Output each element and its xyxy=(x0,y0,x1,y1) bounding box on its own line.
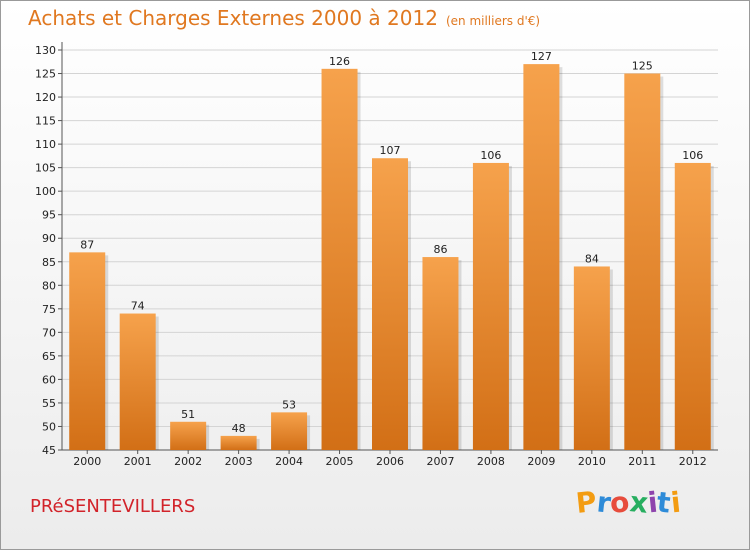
x-tick-label: 2009 xyxy=(527,455,555,468)
bar-2007 xyxy=(422,257,459,450)
bar-value-label: 125 xyxy=(632,60,653,73)
bar-value-label: 51 xyxy=(181,408,195,421)
x-tick-label: 2008 xyxy=(477,455,505,468)
y-tick-label: 105 xyxy=(35,162,56,175)
bar-2003 xyxy=(220,435,257,450)
chart-subtitle: (en milliers d'€) xyxy=(445,14,541,28)
y-tick-label: 120 xyxy=(35,91,56,104)
location-name: PRéSENTEVILLERS xyxy=(30,496,196,517)
x-tick-label: 2002 xyxy=(174,455,202,468)
x-tick-label: 2011 xyxy=(628,455,656,468)
labels: 45 50 55 60 65 70 75 80 85 90 95 100 105 110 115 120 125… xyxy=(35,44,707,468)
x-tick-label: 2000 xyxy=(73,455,101,468)
bar-value-label: 48 xyxy=(232,422,246,435)
y-tick-label: 45 xyxy=(42,444,56,457)
proxiti-logo: Proxiti xyxy=(574,485,682,520)
bar-value-label: 127 xyxy=(531,50,552,63)
y-tick-label: 130 xyxy=(35,44,56,57)
bar-value-label: 107 xyxy=(380,144,401,157)
bar-value-label: 126 xyxy=(329,55,350,68)
bar-2004 xyxy=(271,412,308,450)
bar-2008 xyxy=(472,162,509,451)
x-tick-label: 2004 xyxy=(275,455,303,468)
logo-letter: i xyxy=(668,485,682,520)
chart-title: Achats et Charges Externes 2000 à 2012 (e… xyxy=(28,6,540,30)
y-tick-label: 55 xyxy=(42,397,56,410)
chart-title-text: Achats et Charges Externes 2000 à 2012 xyxy=(28,6,438,30)
bar-value-label: 74 xyxy=(131,300,145,313)
bar-2002 xyxy=(170,421,207,450)
bar-2010 xyxy=(573,266,610,450)
x-tick-label: 2007 xyxy=(426,455,454,468)
y-tick-label: 85 xyxy=(42,256,56,269)
y-tick-label: 125 xyxy=(35,68,56,81)
x-tick-label: 2012 xyxy=(679,455,707,468)
bar-2005 xyxy=(321,68,358,450)
bar-2000 xyxy=(69,252,106,450)
bar-2006 xyxy=(372,158,408,450)
y-tick-label: 110 xyxy=(35,138,56,151)
x-tick-label: 2010 xyxy=(578,455,606,468)
bar-value-label: 87 xyxy=(80,238,94,251)
y-tick-label: 70 xyxy=(42,326,56,339)
y-tick-label: 65 xyxy=(42,350,56,363)
y-tick-label: 60 xyxy=(42,373,56,386)
bar-value-label: 86 xyxy=(433,243,447,256)
bar-value-label: 106 xyxy=(682,149,703,162)
bar-2012 xyxy=(674,162,711,451)
bar-value-label: 53 xyxy=(282,398,296,411)
x-tick-label: 2006 xyxy=(376,455,404,468)
bars xyxy=(69,64,714,451)
y-tick-label: 115 xyxy=(35,115,56,128)
y-tick-label: 100 xyxy=(35,185,56,198)
bar-value-label: 84 xyxy=(585,252,599,265)
x-tick-label: 2005 xyxy=(326,455,354,468)
y-tick-label: 90 xyxy=(42,232,56,245)
y-tick-label: 80 xyxy=(42,279,56,292)
bar-2009 xyxy=(523,64,560,450)
y-tick-label: 95 xyxy=(42,209,56,222)
bar-2001 xyxy=(119,313,156,450)
y-tick-label: 50 xyxy=(42,420,56,433)
x-tick-label: 2003 xyxy=(225,455,253,468)
bar-2011 xyxy=(624,73,661,450)
bar-value-label: 106 xyxy=(480,149,501,162)
y-tick-label: 75 xyxy=(42,303,56,316)
x-tick-label: 2001 xyxy=(124,455,152,468)
